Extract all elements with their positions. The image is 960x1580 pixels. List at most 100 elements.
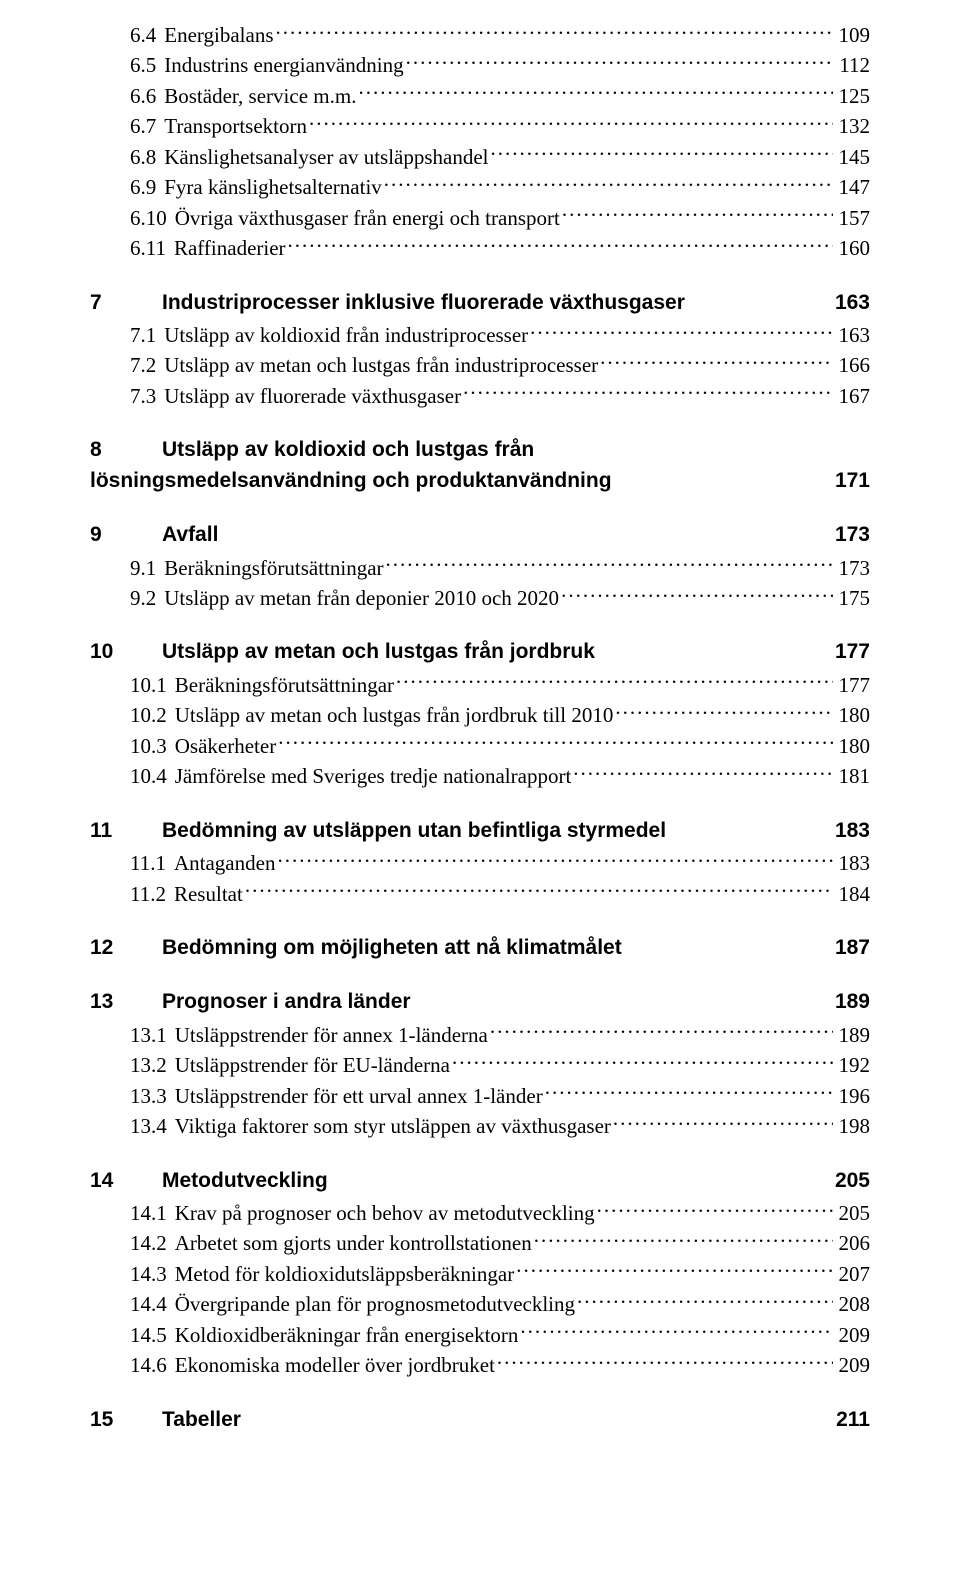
toc-entry-label: Jämförelse med Sveriges tredje nationalr… (175, 761, 572, 791)
toc-entry-label: Energibalans (164, 20, 273, 50)
toc-entry-label: Transportsektorn (164, 111, 307, 141)
toc-heading-page: 173 (831, 520, 870, 550)
toc-entry-label: Osäkerheter (175, 731, 276, 761)
toc-entry-label: Utsläppstrender för annex 1-länderna (175, 1020, 488, 1050)
toc-sub-entry: 11.2Resultat 184 (90, 879, 870, 909)
toc-entry-label: Utsläppstrender för EU-länderna (175, 1050, 450, 1080)
toc-leader-dots (276, 21, 833, 42)
toc-entry-page: 209 (835, 1320, 871, 1350)
toc-entry-number: 6.8 (90, 142, 164, 172)
toc-sub-entry: 7.3Utsläpp av fluorerade växthusgaser167 (90, 381, 870, 411)
toc-entry-number: 6.6 (90, 81, 164, 111)
toc-entry-page: 109 (835, 20, 871, 50)
toc-leader-dots (534, 1229, 833, 1250)
toc-entry-number: 11.2 (90, 879, 174, 909)
toc-entry-number: 14.4 (90, 1289, 175, 1319)
toc-entry-number: 14.5 (90, 1320, 175, 1350)
toc-heading-number: 8 (90, 435, 162, 465)
toc-entry-number: 6.7 (90, 111, 164, 141)
toc-entry-page: 192 (835, 1050, 871, 1080)
toc-heading-number: 14 (90, 1166, 162, 1196)
toc-sub-entry: 6.8Känslighetsanalyser av utsläppshandel… (90, 142, 870, 172)
toc-entry-page: 206 (835, 1228, 871, 1258)
toc-entry-page: 132 (835, 111, 871, 141)
toc-entry-label: Övergripande plan för prognosmetodutveck… (175, 1289, 575, 1319)
toc-leader-dots (452, 1051, 833, 1072)
toc-leader-dots (497, 1351, 833, 1372)
toc-entry-number: 13.3 (90, 1081, 175, 1111)
toc-heading-label: Bedömning av utsläppen utan befintliga s… (162, 816, 666, 846)
toc-entry-page: 198 (835, 1111, 871, 1141)
toc-sub-entry: 10.1Beräkningsförutsättningar177 (90, 670, 870, 700)
toc-leader-dots (577, 1290, 832, 1311)
toc-entry-label: Övriga växthusgaser från energi och tran… (175, 203, 560, 233)
toc-entry-label: Utsläpp av metan och lustgas från indust… (164, 350, 598, 380)
toc-heading-number: 11 (90, 816, 162, 846)
toc-leader-dots (490, 1021, 833, 1042)
toc-entry-label: Viktiga faktorer som styr utsläppen av v… (175, 1111, 611, 1141)
toc-entry-page: 167 (835, 381, 871, 411)
toc-heading-entry: 9Avfall173 (90, 520, 870, 550)
toc-leader-dots (288, 234, 833, 255)
toc-leader-dots (613, 1112, 833, 1133)
toc-entry-number: 6.9 (90, 172, 164, 202)
toc-entry-page: 173 (835, 553, 871, 583)
toc-leader-dots (278, 732, 832, 753)
toc-entry-label: Arbetet som gjorts under kontrollstation… (175, 1228, 532, 1258)
toc-entry-number: 9.1 (90, 553, 164, 583)
toc-sub-entry: 6.9Fyra känslighetsalternativ147 (90, 172, 870, 202)
toc-leader-dots (384, 173, 833, 194)
toc-sub-entry: 7.2Utsläpp av metan och lustgas från ind… (90, 350, 870, 380)
toc-heading-entry: 11Bedömning av utsläppen utan befintliga… (90, 816, 870, 846)
toc-heading-entry-multiline: 8Utsläpp av koldioxid och lustgas frånlö… (90, 435, 870, 496)
toc-heading-label: Metodutveckling (162, 1166, 328, 1196)
toc-entry-label: Raffinaderier (174, 233, 286, 263)
toc-entry-number: 6.4 (90, 20, 164, 50)
toc-entry-number: 6.10 (90, 203, 175, 233)
toc-leader-dots (516, 1260, 832, 1281)
toc-entry-number: 6.5 (90, 50, 164, 80)
toc-entry-number: 10.1 (90, 670, 175, 700)
toc-heading-number: 10 (90, 637, 162, 667)
toc-entry-label: Metod för koldioxidutsläppsberäkningar (175, 1259, 514, 1289)
toc-heading-label: Tabeller (162, 1405, 241, 1435)
toc-entry-label: Utsläpp av metan från deponier 2010 och … (164, 583, 559, 613)
toc-entry-page: 180 (835, 731, 871, 761)
toc-sub-entry: 14.2Arbetet som gjorts under kontrollsta… (90, 1228, 870, 1258)
toc-heading-page: 177 (831, 637, 870, 667)
toc-heading-number: 7 (90, 288, 162, 318)
toc-heading-page: 187 (831, 933, 870, 963)
toc-entry-label: Utsläpp av metan och lustgas från jordbr… (175, 700, 614, 730)
toc-sub-entry: 13.4Viktiga faktorer som styr utsläppen … (90, 1111, 870, 1141)
toc-leader-dots (309, 112, 833, 133)
toc-leader-dots (561, 584, 832, 605)
toc-entry-number: 10.2 (90, 700, 175, 730)
toc-entry-page: 189 (835, 1020, 871, 1050)
toc-heading-page: 211 (832, 1405, 870, 1435)
toc-heading-label-line1: Utsläpp av koldioxid och lustgas från (162, 435, 534, 465)
toc-sub-entry: 6.6Bostäder, service m.m.125 (90, 81, 870, 111)
toc-entry-page: 184 (835, 879, 871, 909)
toc-entry-page: 163 (835, 320, 871, 350)
toc-sub-entry: 10.3Osäkerheter180 (90, 731, 870, 761)
toc-entry-page: 175 (835, 583, 871, 613)
toc-entry-number: 11.1 (90, 848, 174, 878)
toc-leader-dots (520, 1321, 832, 1342)
toc-leader-dots (615, 701, 832, 722)
toc-heading-label: Avfall (162, 520, 218, 550)
toc-entry-number: 13.1 (90, 1020, 175, 1050)
toc-entry-number: 10.4 (90, 761, 175, 791)
toc-entry-label: Bostäder, service m.m. (164, 81, 356, 111)
toc-sub-entry: 13.3Utsläppstrender för ett urval annex … (90, 1081, 870, 1111)
toc-heading-number: 12 (90, 933, 162, 963)
table-of-contents: 6.4Energibalans1096.5Industrins energian… (90, 20, 870, 1435)
toc-entry-page: 177 (835, 670, 871, 700)
toc-entry-label: Krav på prognoser och behov av metodutve… (175, 1198, 595, 1228)
toc-entry-label: Utsläpp av fluorerade växthusgaser (164, 381, 461, 411)
toc-leader-dots (406, 51, 834, 72)
toc-sub-entry: 13.1Utsläppstrender för annex 1-länderna… (90, 1020, 870, 1050)
toc-entry-label: Resultat (174, 879, 243, 909)
toc-entry-number: 9.2 (90, 583, 164, 613)
toc-leader-dots (463, 382, 832, 403)
toc-entry-label: Ekonomiska modeller över jordbruket (175, 1350, 495, 1380)
